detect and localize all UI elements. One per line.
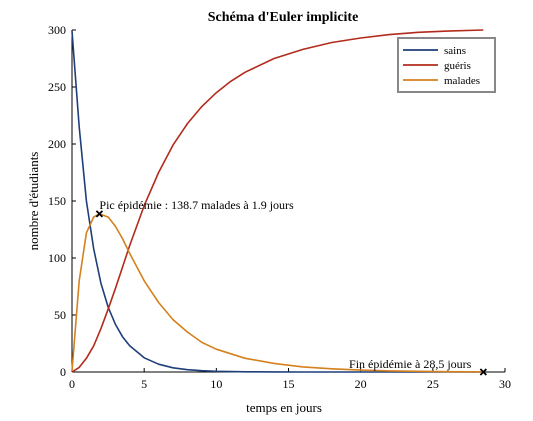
legend: sains guéris malades bbox=[397, 37, 496, 93]
x-tick-label: 10 bbox=[210, 377, 222, 391]
x-tick-label: 25 bbox=[427, 377, 439, 391]
y-tick-label: 100 bbox=[48, 251, 66, 265]
y-tick-label: 300 bbox=[48, 23, 66, 37]
end-annotation: Fin épidémie à 28,5 jours bbox=[349, 357, 472, 371]
x-tick-label: 5 bbox=[141, 377, 147, 391]
peak-annotation: Pic épidémie : 138.7 malades à 1.9 jours bbox=[99, 198, 294, 212]
x-axis-label: temps en jours bbox=[246, 400, 322, 415]
peak-marker-stroke bbox=[95, 210, 104, 218]
end-marker bbox=[479, 368, 487, 376]
chart-title: Schéma d'Euler implicite bbox=[208, 10, 359, 25]
y-axis-label: nombre d'étudiants bbox=[26, 152, 41, 251]
annotations: Pic épidémie : 138.7 malades à 1.9 jours… bbox=[95, 198, 487, 376]
end-marker-stroke bbox=[479, 368, 487, 376]
y-tick-label: 50 bbox=[54, 308, 66, 322]
y-tick-label: 250 bbox=[48, 80, 66, 94]
legend-label-sains: sains bbox=[444, 45, 466, 57]
legend-label-malades: malades bbox=[444, 75, 480, 87]
x-tick-label: 30 bbox=[499, 377, 511, 391]
x-tick-label: 20 bbox=[355, 377, 367, 391]
y-tick-label: 0 bbox=[60, 365, 66, 379]
series-line-guéris bbox=[71, 29, 484, 373]
legend-label-guéris: guéris bbox=[444, 60, 471, 72]
x-tick-label: 0 bbox=[69, 377, 75, 391]
series-line-sains bbox=[71, 31, 484, 373]
peak-marker bbox=[95, 210, 104, 218]
y-tick-label: 150 bbox=[48, 194, 66, 208]
y-tick-label: 200 bbox=[48, 137, 66, 151]
x-tick-label: 15 bbox=[283, 377, 295, 391]
